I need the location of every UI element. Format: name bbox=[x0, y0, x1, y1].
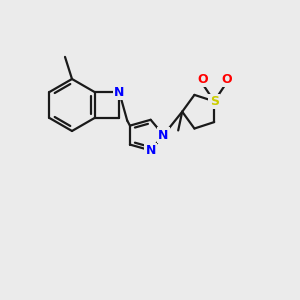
Text: N: N bbox=[114, 85, 124, 98]
Text: N: N bbox=[158, 129, 169, 142]
Text: S: S bbox=[210, 95, 219, 108]
Text: O: O bbox=[197, 73, 208, 86]
Text: N: N bbox=[146, 144, 156, 157]
Text: O: O bbox=[221, 73, 232, 86]
